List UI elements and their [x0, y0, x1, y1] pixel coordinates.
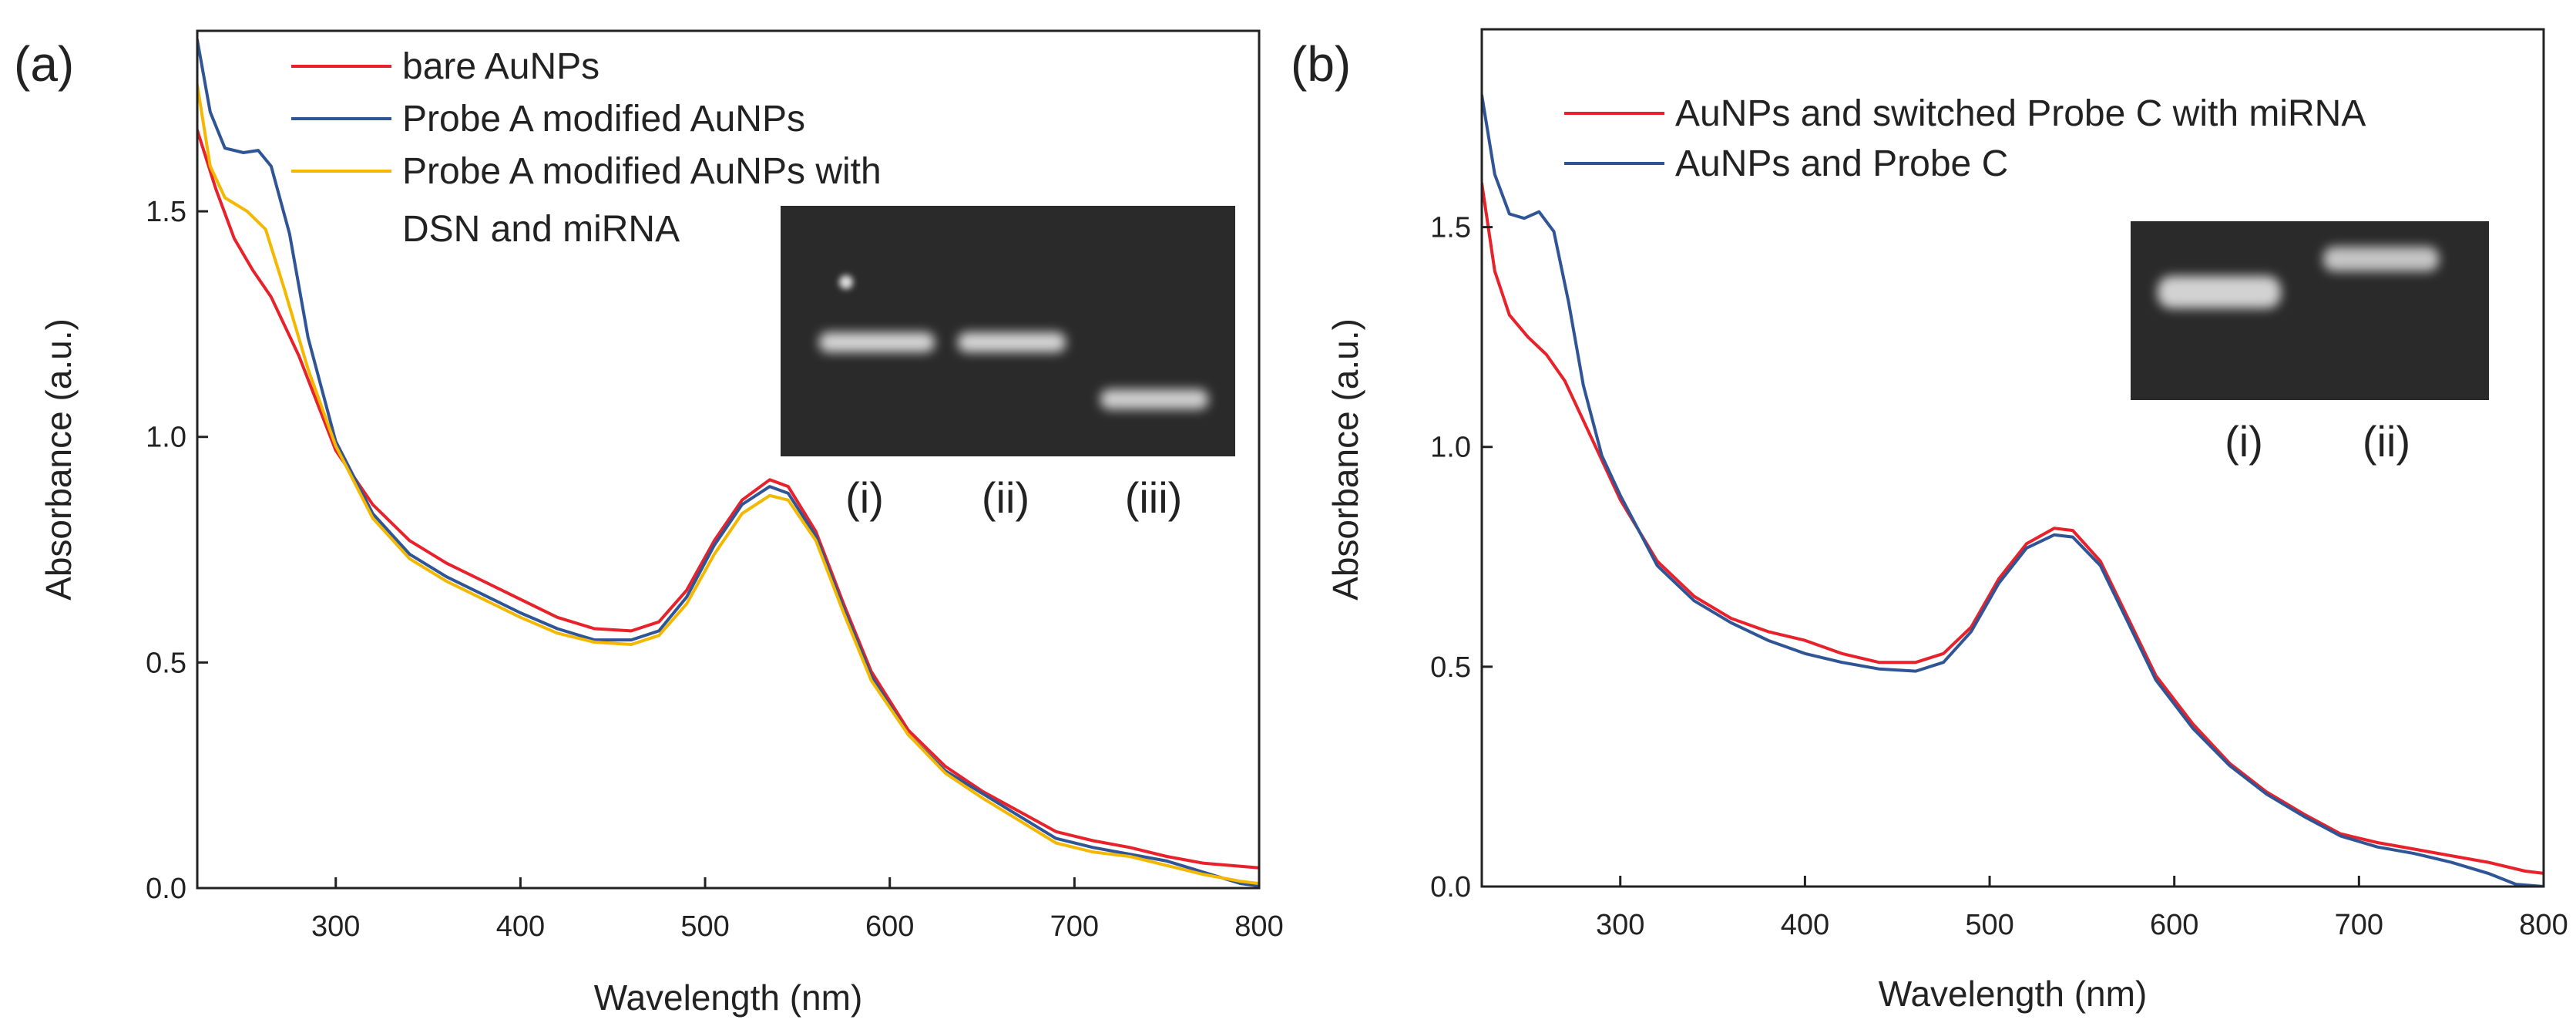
panel-a: (a) 0.0 0.5 1.0 1.5 300 400 500 600 700 800 Wave… — [14, 29, 1284, 1018]
panel-a-legend-entry-0: bare AuNPs — [402, 46, 599, 87]
panel-a-x-axis-title: Wavelength (nm) — [594, 977, 863, 1018]
panel-b-series-0-line — [1482, 181, 2544, 875]
panel-b-series-1-line — [1482, 93, 2544, 887]
panel-b-x-tick-label-5: 800 — [2519, 909, 2568, 941]
panel-b-y-ticks: 0.0 0.5 1.0 1.5 — [1430, 212, 1493, 903]
panel-a-lane-label-ii: (ii) — [982, 473, 1029, 522]
panel-a-gel-band-ii — [958, 332, 1066, 352]
panel-a-y-tick-label-2: 1.0 — [146, 422, 186, 454]
panel-a-inset-gel — [781, 206, 1235, 456]
panel-a-legend-entry-1: Probe A modified AuNPs — [402, 99, 805, 140]
panel-a-x-tick-label-2: 500 — [680, 910, 729, 943]
panel-b-y-axis-title: Absorbance (a.u.) — [1325, 318, 1365, 601]
panel-b-x-tick-label-3: 600 — [2150, 909, 2198, 941]
panel-b-legend-entry-1: AuNPs and Probe C — [1675, 143, 2008, 184]
panel-b-series-group — [1482, 93, 2544, 887]
panel-a-gel-image — [781, 206, 1235, 456]
panel-b-x-ticks: 300 400 500 600 700 800 — [1596, 876, 2568, 941]
panel-a-x-tick-label-1: 400 — [496, 910, 545, 943]
panel-a-frame — [196, 29, 1261, 890]
panel-a-gel-band-iii — [1100, 389, 1208, 409]
panel-b-x-tick-label-4: 700 — [2335, 909, 2383, 941]
panel-a-x-tick-label-5: 800 — [1234, 910, 1283, 943]
panel-a-legend: bare AuNPs Probe A modified AuNPs Probe … — [291, 46, 892, 250]
panel-a-legend-entry-2-line-1: Probe A modified AuNPs with — [402, 151, 882, 192]
panel-a-legend-entry-2-line-2: DSN and miRNA — [402, 209, 680, 250]
panel-a-y-tick-label-1: 0.5 — [146, 647, 186, 679]
panel-b-plot-area — [1480, 28, 2545, 888]
panel-a-x-tick-label-3: 600 — [865, 910, 914, 943]
panel-b-frame — [1480, 28, 2545, 888]
panel-a-series-group — [197, 38, 1259, 888]
panel-a-plot-area — [196, 29, 1261, 890]
panel-b-x-tick-label-0: 300 — [1596, 909, 1644, 941]
panel-b-gel-lane-labels: (i) (ii) — [2225, 417, 2410, 466]
panel-a-lane-label-iii: (iii) — [1125, 473, 1183, 522]
panel-b-gel-band-ii — [2323, 247, 2439, 271]
panel-a-x-tick-label-4: 700 — [1050, 910, 1099, 943]
panel-b-inset-gel — [2131, 221, 2489, 400]
panel-a-series-2-line — [197, 83, 1259, 886]
panel-a-x-ticks: 300 400 500 600 700 800 — [311, 877, 1284, 943]
panel-a-series-0-line — [197, 128, 1259, 870]
panel-a-y-ticks: 0.0 0.5 1.0 1.5 — [146, 196, 208, 905]
panel-b-legend: AuNPs and switched Probe C with miRNA Au… — [1564, 93, 2366, 184]
panel-a-gel-spot — [839, 275, 853, 289]
panel-a-series-1-line — [197, 38, 1259, 888]
panel-b-x-axis-title: Wavelength (nm) — [1879, 974, 2148, 1014]
panel-b-gel-image — [2131, 221, 2489, 400]
panel-b-gel-band-i — [2158, 276, 2281, 308]
panel-a-x-tick-label-0: 300 — [311, 910, 360, 943]
panel-b-y-tick-label-2: 1.0 — [1430, 432, 1471, 464]
panel-b-y-tick-label-0: 0.0 — [1430, 871, 1471, 903]
panel-b-label: (b) — [1291, 36, 1351, 92]
panel-a-legend-entry-2: Probe A modified AuNPs with DSN and miRN… — [402, 151, 892, 250]
panel-b: (b) 0.0 0.5 1.0 1.5 300 400 500 600 700 800 Wave… — [1291, 28, 2568, 1014]
panel-a-gel-lane-labels: (i) (ii) (iii) — [845, 473, 1182, 522]
panel-b-lane-label-ii: (ii) — [2363, 417, 2410, 466]
panel-b-legend-entry-0: AuNPs and switched Probe C with miRNA — [1675, 93, 2366, 134]
panel-a-lane-label-i: (i) — [845, 473, 884, 522]
panel-b-y-tick-label-3: 1.5 — [1430, 212, 1471, 244]
panel-b-x-tick-label-1: 400 — [1781, 909, 1829, 941]
panel-a-y-tick-label-3: 1.5 — [146, 196, 186, 228]
panel-a-y-tick-label-0: 0.0 — [146, 873, 186, 905]
panel-b-y-tick-label-1: 0.5 — [1430, 651, 1471, 684]
panel-a-y-axis-title: Absorbance (a.u.) — [39, 318, 79, 601]
panel-b-lane-label-i: (i) — [2225, 417, 2263, 466]
panel-a-gel-band-i — [819, 332, 935, 352]
panel-a-label: (a) — [14, 36, 74, 92]
panel-b-x-tick-label-2: 500 — [1965, 909, 2013, 941]
